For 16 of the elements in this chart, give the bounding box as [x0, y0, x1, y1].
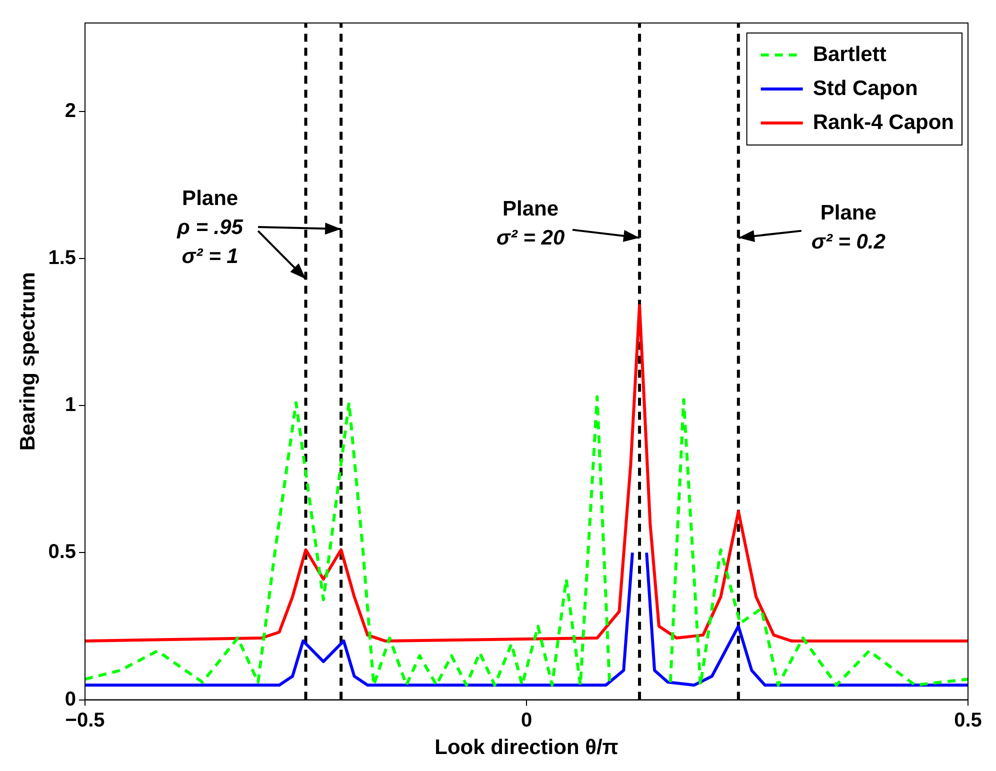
y-tick-label: 2: [64, 100, 76, 122]
y-tick-label: 1.5: [48, 246, 76, 269]
y-axis-title: Bearing spectrum: [16, 272, 40, 451]
annotation: Plane σ² = 0.2: [811, 202, 886, 254]
x-tick-label: 0: [520, 709, 532, 732]
x-axis-title: Look direction θ/π: [434, 736, 618, 760]
legend-label: Bartlett: [812, 42, 886, 66]
y-tick-label: 0.5: [48, 541, 76, 564]
y-tick-label: 1: [64, 394, 76, 416]
y-tick-label: 0: [64, 688, 76, 710]
x-tick-label: −0.5: [65, 709, 105, 732]
legend-label: Std Capon: [812, 76, 918, 100]
annotation: Plane σ² = 20: [496, 198, 565, 250]
x-tick-label: 0.5: [954, 709, 982, 732]
annotation: Plane ρ = .95 σ² = 1: [176, 186, 244, 268]
legend-label: Rank-4 Capon: [812, 110, 954, 134]
